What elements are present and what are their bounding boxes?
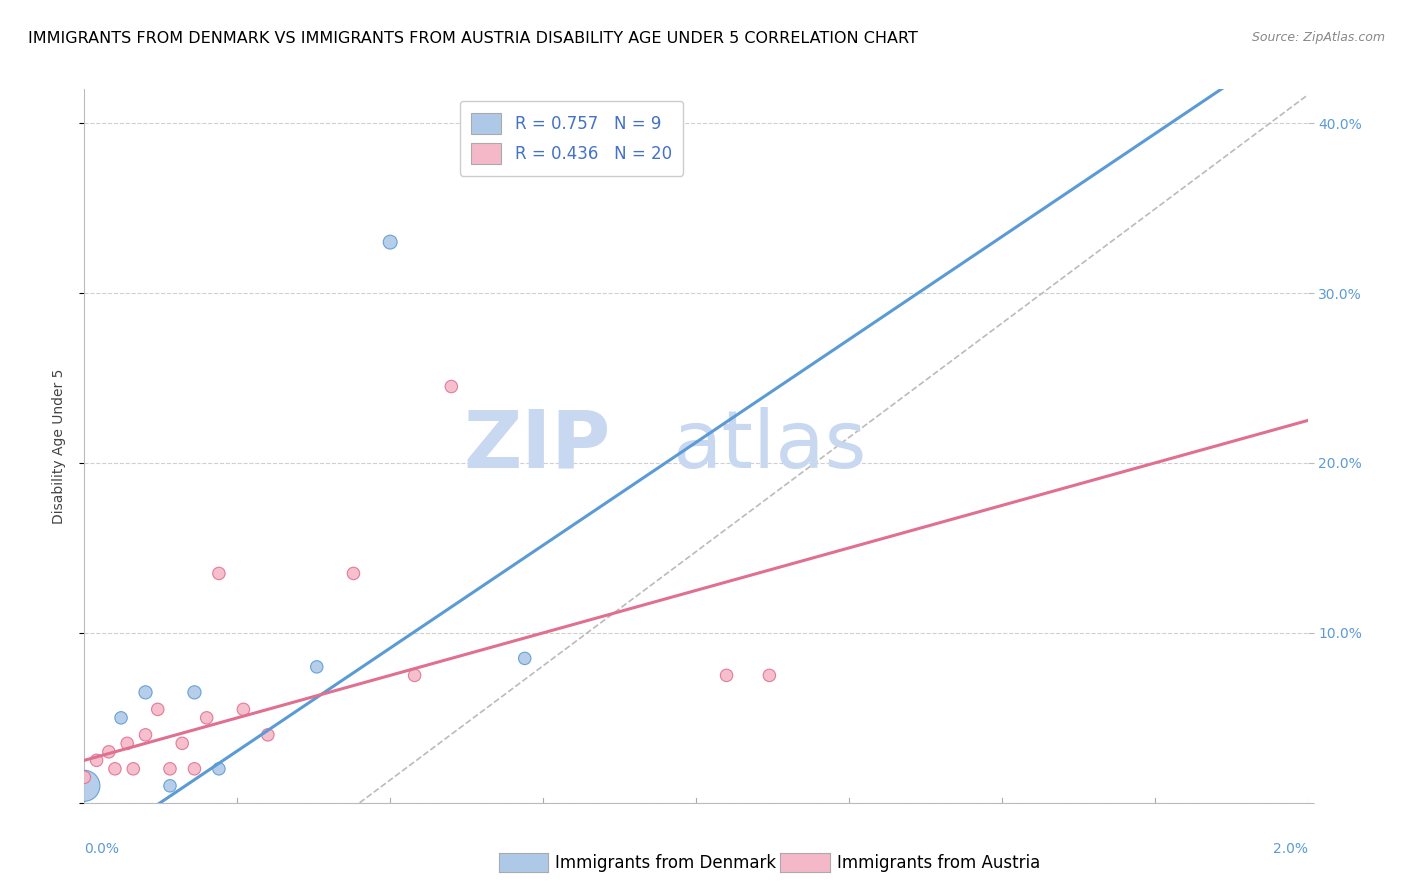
Point (257, 728, 280, 742)
Point (342, 566, 364, 581)
Point (159, 779, 181, 793)
Point (159, 762, 181, 776)
Text: Immigrants from Denmark: Immigrants from Denmark (555, 854, 776, 871)
Point (110, 711, 132, 725)
Point (208, 762, 231, 776)
Text: ZIP: ZIP (463, 407, 610, 485)
Point (172, 736, 194, 750)
Point (135, 728, 157, 742)
Y-axis label: Disability Age Under 5: Disability Age Under 5 (52, 368, 66, 524)
Point (73, 770, 96, 784)
Point (183, 762, 205, 776)
Point (195, 711, 218, 725)
Point (146, 702, 169, 716)
Text: Source: ZipAtlas.com: Source: ZipAtlas.com (1251, 31, 1385, 45)
Point (115, 736, 138, 750)
Point (404, 668, 426, 682)
Text: atlas: atlas (672, 407, 866, 485)
Point (122, 762, 145, 776)
Legend: R = 0.757   N = 9, R = 0.436   N = 20: R = 0.757 N = 9, R = 0.436 N = 20 (460, 101, 683, 176)
Point (97, 745, 120, 759)
Text: IMMIGRANTS FROM DENMARK VS IMMIGRANTS FROM AUSTRIA DISABILITY AGE UNDER 5 CORREL: IMMIGRANTS FROM DENMARK VS IMMIGRANTS FR… (28, 31, 918, 46)
Point (208, 566, 231, 581)
Point (758, 668, 780, 682)
Point (183, 685, 205, 699)
Text: 0.0%: 0.0% (84, 842, 120, 856)
Text: Immigrants from Austria: Immigrants from Austria (837, 854, 1040, 871)
Point (716, 668, 738, 682)
Point (104, 762, 127, 776)
Text: 2.0%: 2.0% (1272, 842, 1308, 856)
Point (232, 702, 254, 716)
Point (440, 379, 463, 393)
Point (135, 685, 157, 699)
Point (305, 660, 328, 674)
Point (380, 235, 402, 249)
Point (73, 779, 96, 793)
Point (513, 651, 536, 665)
Point (86, 753, 108, 767)
